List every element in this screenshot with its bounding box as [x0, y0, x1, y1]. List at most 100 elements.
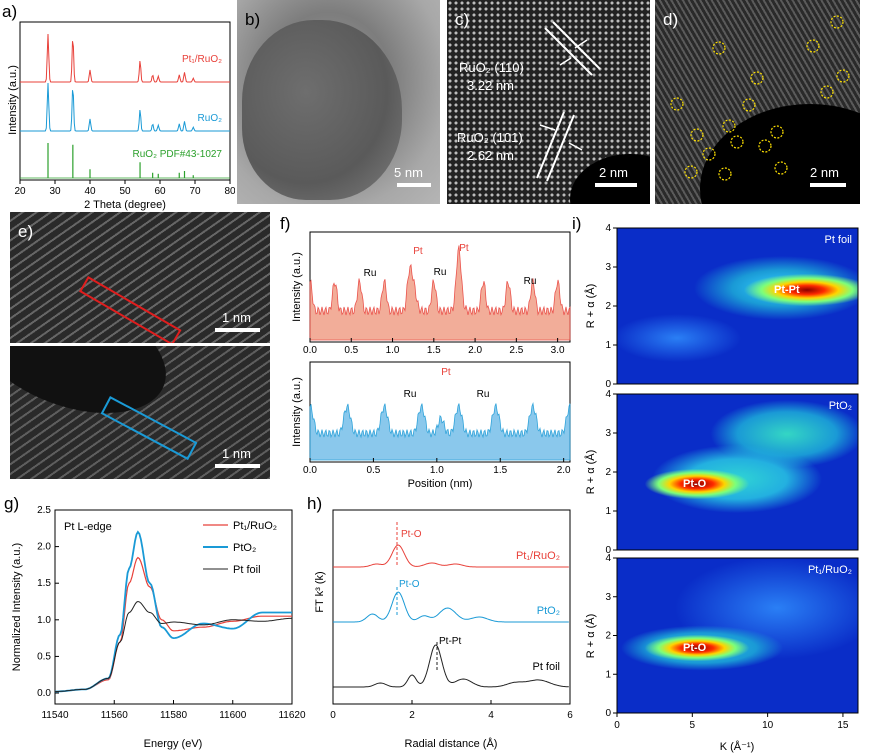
panel-a: a) 20 30 40 50 60 70 80 Intensity (a.u.) 2 The…: [0, 0, 235, 215]
h-series-pto2: [333, 591, 569, 623]
g-xtick: 11540: [41, 710, 69, 721]
scale-text-e2: 1 nm: [222, 446, 251, 461]
f-bottom-xtick: 1.0: [430, 465, 444, 476]
single-atom-marker: [722, 119, 736, 133]
single-atom-marker: [806, 39, 820, 53]
wt-ytick: 3: [605, 428, 611, 439]
f-xlabel: Position (nm): [408, 478, 473, 490]
panel-c-haadf-image: c) RuO₂ (110) 3.22 nm RuO₂ (101) 2.62 nm…: [447, 0, 650, 204]
red-line-profile-box: [79, 276, 182, 343]
wt-ytick: 0: [605, 379, 611, 390]
g-ticks: 11540 11560 11580 11600 11620 0.0 0.5 1.0 1.5 2.0…: [37, 505, 306, 721]
blue-line-profile-box: [100, 396, 198, 461]
h-label-pt1-ruo2: Pt₁/RuO₂: [516, 550, 560, 562]
wt-peak-pt-o-2: Pt-O: [683, 642, 707, 654]
f-bottom-label-ru2: Ru: [477, 389, 490, 400]
wt-ytick: 4: [605, 553, 611, 564]
g-xtick: 11560: [101, 710, 129, 721]
single-atom-marker: [712, 41, 726, 55]
scale-bar-d: [810, 183, 846, 187]
scale-bar-e2: [215, 464, 260, 468]
single-atom-marker: [758, 139, 772, 153]
xrd-xtick: 30: [49, 186, 61, 197]
wt-ytick: 2: [605, 631, 611, 642]
g-series-pt-foil: [54, 600, 293, 693]
scale-text-c: 2 nm: [599, 165, 628, 180]
g-xtick: 11600: [219, 710, 247, 721]
xrd-x-ticks: 20 30 40 50 60 70 80: [14, 180, 235, 197]
annotation-ruo2-110-value: 3.22 nm: [467, 78, 514, 93]
wt-xtick: 10: [762, 720, 774, 731]
wt-ylabel-1: R + α (Å): [584, 284, 597, 329]
h-label-pto2: PtO₂: [537, 605, 560, 617]
f-top-xtick: 0.0: [303, 345, 317, 356]
xrd-legend-pdf: RuO₂ PDF#43-1027: [133, 149, 223, 160]
ftexafs-chart: 0 2 4 6 Pt-O Pt-O Pt-Pt Pt₁/RuO₂ PtO₂ Pt fo…: [314, 509, 573, 750]
wt-map-pto2: PtO₂ Pt-O: [617, 394, 858, 550]
panel-label-a: a): [2, 2, 18, 21]
single-atom-marker: [830, 15, 844, 29]
f-top-label-pt1: Pt: [413, 246, 423, 257]
g-ytick: 1.0: [37, 615, 51, 626]
h-frame: [332, 509, 571, 705]
f-ticks: 0.0 0.5 1.0 1.5 2.0 2.5 3.0 0.0 0.5 1.0 1.5 2.0: [303, 338, 571, 476]
wt-peak-pt-pt: Pt-Pt: [774, 284, 800, 296]
wt-ytick: 3: [605, 592, 611, 603]
wt-ytick: 2: [605, 301, 611, 312]
xrd-xtick: 60: [154, 186, 166, 197]
xrd-xtick: 70: [189, 186, 201, 197]
wt-title-pto2: PtO₂: [828, 400, 852, 412]
g-frame: [54, 509, 293, 705]
wt-ytick: 0: [605, 545, 611, 556]
g-legend-pt1-ruo2: Pt₁/RuO₂: [233, 520, 277, 532]
wt-title-pt1-ruo2: Pt₁/RuO₂: [807, 564, 852, 576]
annotation-ruo2-110: RuO₂ (110): [459, 60, 524, 75]
xrd-ylabel: Intensity (a.u.): [7, 65, 19, 135]
annotation-ruo2-101: RuO₂ (101): [457, 130, 523, 145]
f-top-xtick: 2.0: [468, 345, 482, 356]
panel-label-g: g): [4, 494, 20, 513]
g-xtick: 11620: [278, 710, 306, 721]
g-ytick: 0.0: [37, 688, 51, 699]
nanoparticle-shape: [242, 20, 402, 200]
single-atom-marker: [742, 98, 756, 112]
wt-ytick: 3: [605, 262, 611, 273]
panel-b-tem-image: b) 5 nm: [237, 0, 440, 204]
f-top-xtick: 2.5: [509, 345, 523, 356]
f-bottom-xtick: 0.0: [303, 465, 317, 476]
g-xtick: 11580: [160, 710, 188, 721]
single-atom-marker: [774, 161, 788, 175]
f-top-xtick: 3.0: [551, 345, 565, 356]
wt-xtick: 0: [614, 720, 620, 731]
f-top-label-ru2: Ru: [434, 267, 447, 278]
single-atom-marker: [730, 135, 744, 149]
wt-ytick: 1: [605, 669, 611, 680]
h-ticks: 0 2 4 6: [330, 700, 573, 721]
xrd-xtick: 20: [14, 186, 26, 197]
wt-xlabel: K (Å⁻¹): [720, 740, 755, 753]
h-xtick: 0: [330, 710, 336, 721]
f-bottom-xtick: 2.0: [557, 465, 571, 476]
wt-ytick: 0: [605, 708, 611, 719]
f-top-xtick: 1.0: [386, 345, 400, 356]
h-peak-label-2: Pt-O: [399, 579, 420, 590]
f-bottom-profile: [309, 402, 571, 461]
scale-bar-c: [595, 183, 637, 187]
f-bottom-xtick: 1.5: [493, 465, 507, 476]
wt-ytick: 1: [605, 506, 611, 517]
h-xlabel: Radial distance (Å): [405, 737, 498, 750]
xrd-xlabel: 2 Theta (degree): [84, 199, 166, 211]
h-xtick: 2: [409, 710, 415, 721]
f-bottom-label-pt: Pt: [441, 367, 451, 378]
g-legend-pt-foil: Pt foil: [233, 564, 261, 576]
wt-xtick: 15: [837, 720, 849, 731]
xrd-series-ruo2: [20, 82, 230, 132]
wt-map-pt-foil: Pt foil Pt-Pt: [617, 228, 858, 384]
single-atom-marker: [770, 125, 784, 139]
panel-i: i) Pt foil Pt-Pt PtO₂ Pt-O Pt₁/RuO₂ Pt-O…: [572, 212, 895, 756]
g-xlabel: Energy (eV): [144, 738, 203, 750]
single-atom-marker: [836, 69, 850, 83]
f-top-label-pt2: Pt: [459, 243, 469, 254]
